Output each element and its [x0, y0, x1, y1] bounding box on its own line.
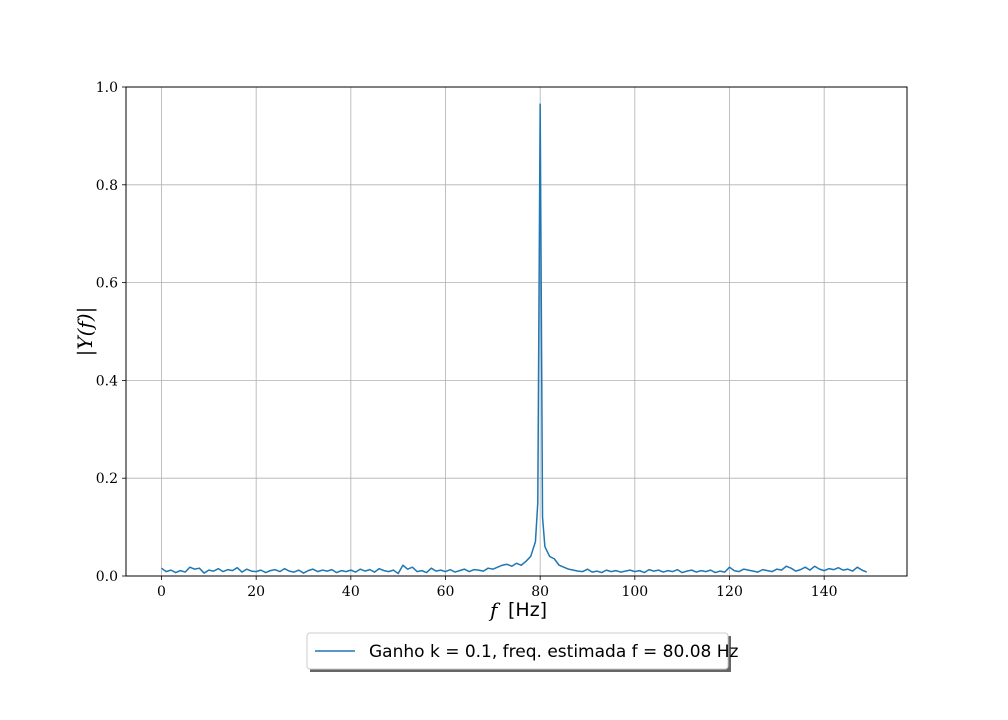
y-tick-label: 0.2: [96, 471, 118, 487]
series-layer: [161, 103, 868, 575]
x-tick-label: 0: [157, 584, 166, 600]
x-tick-label: 100: [621, 584, 648, 600]
y-tick-label: 0.6: [96, 276, 118, 292]
plot-frame: [125, 86, 908, 577]
x-tick-label: 80: [531, 584, 549, 600]
x-axis-label-unit: [Hz]: [508, 599, 547, 621]
x-tick-label: 140: [811, 584, 838, 600]
grid-lines: [126, 86, 907, 577]
x-axis-label-variable: f: [488, 598, 501, 622]
legend-box: [306, 632, 729, 670]
legend: Ganho k = 0.1, freq. estimada f = 80.08 …: [306, 632, 739, 672]
y-tick-label: 0.8: [96, 178, 118, 194]
y-tick-label: 0.0: [96, 569, 118, 585]
x-tick-label: 120: [716, 584, 743, 600]
tick-layer: 0 20 40 60 80 100 120 140 0.0 0.2 0.4 0.6 0.8 1.0: [96, 80, 838, 600]
y-axis-label: |Y(f)|: [73, 307, 98, 357]
y-tick-label: 1.0: [96, 80, 118, 96]
x-tick-label: 40: [342, 584, 360, 600]
series-line: [161, 103, 868, 575]
x-axis-label: f [Hz]: [488, 598, 547, 622]
x-tick-label: 20: [247, 584, 265, 600]
y-tick-label: 0.4: [96, 373, 118, 389]
x-tick-label: 60: [437, 584, 455, 600]
legend-label: Ganho k = 0.1, freq. estimada f = 80.08 …: [369, 642, 739, 662]
